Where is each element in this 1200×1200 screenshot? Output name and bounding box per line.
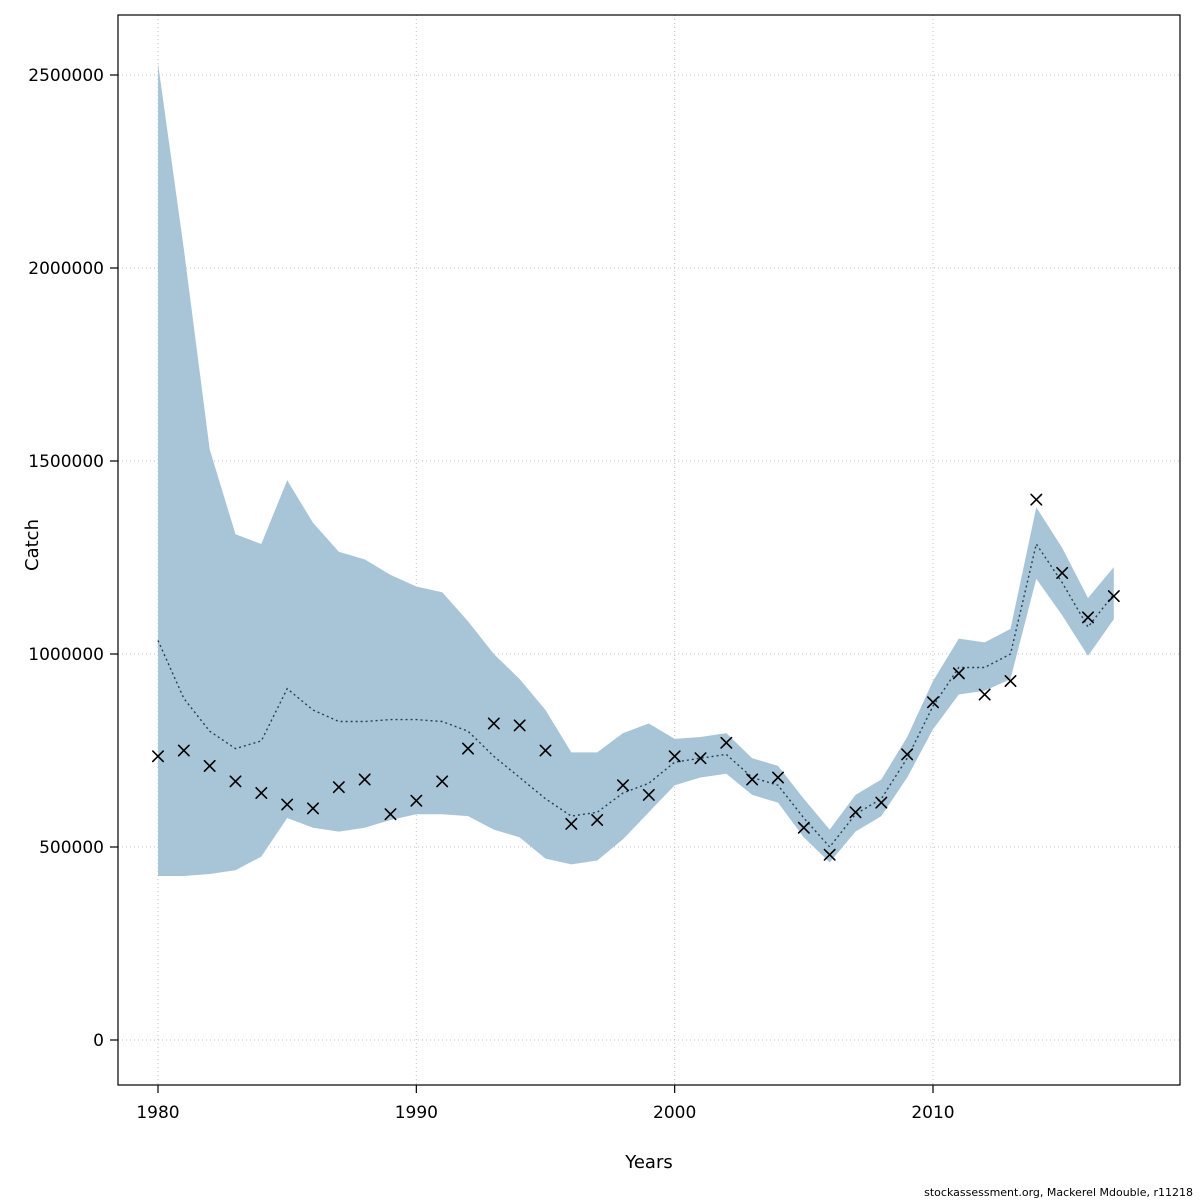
observed-catch-marker [668,750,681,763]
estimate-line [157,542,1115,849]
observed-catch-marker [823,848,836,861]
y-tick-label: 500000 [39,838,104,858]
axes-layer: 0 500000 1000000 1500000 2000000 2500000 1980 1… [28,14,1181,1123]
observed-catch-marker [332,781,345,794]
observed-catch-marker [617,779,629,792]
observed-catch-marker [255,786,268,799]
y-tick-label: 2500000 [28,66,104,86]
observed-catch-marker [746,773,759,786]
observed-markers-layer [152,493,1120,861]
observed-catch-marker [1004,675,1017,688]
observed-catch-marker [229,775,242,788]
observed-catch-marker [1056,566,1069,579]
observed-catch-marker [591,813,604,826]
observed-catch-marker [152,750,164,763]
observed-catch-marker [797,821,810,834]
observed-catch-marker [927,696,939,709]
observed-catch-marker [462,742,474,755]
y-axis-label: Catch [22,519,43,571]
y-tick-label: 0 [93,1031,104,1051]
plot-border [117,14,1181,1086]
y-tick-label: 1000000 [28,645,104,665]
confidence-band [158,63,1114,876]
observed-catch-marker [307,802,319,815]
observed-catch-marker [487,717,500,730]
y-tick-label: 1500000 [28,452,104,472]
observed-catch-marker [384,808,397,821]
observed-catch-marker [1107,590,1120,603]
estimate-line-layer [157,542,1115,849]
confidence-band-layer [158,63,1114,876]
observed-catch-marker [849,806,862,819]
x-tick-label: 1990 [395,1103,438,1123]
observed-catch-marker [901,748,914,761]
observed-catch-marker [281,798,294,811]
observed-catch-marker [1082,611,1094,624]
observed-catch-marker [720,736,733,749]
observed-catch-marker [436,775,449,788]
observed-catch-marker [358,773,371,786]
observed-catch-marker [410,794,423,807]
observed-catch-marker [177,744,190,757]
x-axis-label: Years [624,1152,673,1173]
observed-catch-marker [978,688,991,701]
footer-credit: stockassessment.org, Mackerel Mdouble, r… [924,1186,1193,1199]
observed-catch-marker [565,817,578,830]
y-tick-label: 2000000 [28,259,104,279]
observed-catch-marker [772,771,784,784]
observed-catch-marker [203,759,216,772]
x-tick-label: 2000 [653,1103,696,1123]
x-tick-label: 2010 [911,1103,954,1123]
observed-catch-marker [1030,493,1043,506]
observed-catch-marker [694,752,707,765]
observed-catch-marker [513,719,526,732]
x-tick-label: 1980 [136,1103,179,1123]
observed-catch-marker [642,788,655,801]
observed-catch-marker [952,667,965,680]
observed-catch-marker [539,744,552,757]
observed-catch-marker [875,796,888,809]
